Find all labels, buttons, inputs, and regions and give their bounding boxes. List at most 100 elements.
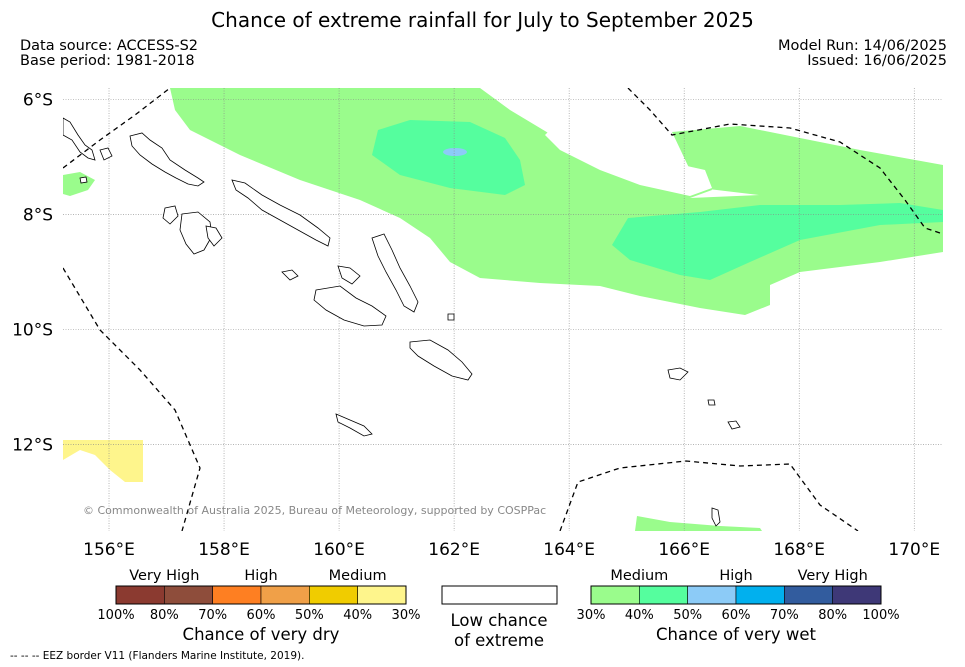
- wet-colorbar: 30% 40% 50% 60% 70% 80% 100% Medium High Very Hig…: [577, 568, 900, 644]
- eez-note: -- -- -- EEZ border V11 (Flanders Marine…: [10, 650, 305, 662]
- island-small-6: [711, 507, 721, 527]
- dry-swatch-2: [212, 585, 262, 605]
- grid-lines: [63, 88, 943, 531]
- medium-wet-south: [635, 516, 762, 531]
- dry-swatch-5: [357, 585, 407, 605]
- island-guadalcanal: [313, 285, 387, 327]
- wet-swatch-3: [735, 585, 785, 605]
- dry-swatch-4: [309, 585, 358, 605]
- island-small-1: [99, 147, 113, 161]
- eez-border-south: [559, 460, 859, 531]
- dry-tick-4: 50%: [295, 608, 324, 623]
- wet-frame: [590, 585, 882, 605]
- dry-title: Chance of very dry: [183, 625, 340, 644]
- wet-heading-1: High: [719, 568, 752, 584]
- island-new-georgia-2: [179, 211, 213, 255]
- medium-dry-region: [63, 440, 143, 482]
- island-bougainville-north: [63, 117, 96, 161]
- wet-swatch-1: [639, 585, 688, 605]
- island-small-4: [727, 420, 741, 430]
- island-small-7: [447, 313, 455, 321]
- island-florida: [337, 265, 361, 285]
- wet-tick-4: 70%: [770, 608, 799, 623]
- wet-tick-6: 100%: [862, 608, 899, 623]
- lon-label-2: 160°E: [313, 540, 365, 560]
- eez-borders: [63, 88, 943, 531]
- dry-heading-1: High: [244, 568, 277, 584]
- dry-frame: [115, 585, 407, 605]
- medium-wet-region: [170, 88, 943, 315]
- wet-swatch-4: [784, 585, 833, 605]
- page-title: Chance of extreme rainfall for July to S…: [211, 8, 754, 32]
- dry-tick-6: 30%: [392, 608, 421, 623]
- dry-tick-0: 100%: [97, 608, 134, 623]
- lon-label-1: 158°E: [198, 540, 250, 560]
- low-chance-swatch: [441, 585, 558, 605]
- lon-label-6: 168°E: [773, 540, 825, 560]
- dry-tick-3: 60%: [247, 608, 276, 623]
- lat-label-3: 12°S: [12, 436, 53, 456]
- dry-heading-2: Medium: [329, 568, 387, 584]
- island-small-5: [707, 399, 716, 406]
- island-bougainville: [129, 132, 205, 187]
- wet-tick-1: 40%: [625, 608, 654, 623]
- eez-border-west: [63, 267, 201, 531]
- latitude-labels: 6°S 8°S 10°S 12°S: [12, 91, 53, 456]
- coastlines: [63, 117, 741, 527]
- island-rennell: [335, 413, 373, 437]
- low-chance-line-2: of extreme: [453, 631, 545, 650]
- very-high-wet-spot: [443, 148, 467, 156]
- wet-tick-5: 80%: [818, 608, 847, 623]
- wet-heading-0: Medium: [610, 568, 668, 584]
- island-malaita: [371, 233, 419, 313]
- eez-border-north-east: [627, 88, 943, 235]
- lat-label-2: 10°S: [12, 321, 53, 341]
- map-area: [63, 88, 943, 531]
- island-small-3: [667, 367, 689, 381]
- lon-label-7: 170°E: [888, 540, 940, 560]
- base-period: Base period: 1981-2018: [20, 53, 195, 69]
- high-wet-region-north: [372, 120, 525, 195]
- medium-wet-cap-north: [672, 126, 943, 200]
- high-wet-region-east: [612, 203, 943, 280]
- longitude-labels: 156°E 158°E 160°E 162°E 164°E 166°E 168°E 170°E: [83, 540, 940, 560]
- low-chance-label: Low chance of extreme: [440, 611, 558, 651]
- medium-wet-small-west: [63, 172, 95, 196]
- wet-swatch-2: [687, 585, 737, 605]
- wet-tick-0: 30%: [577, 608, 606, 623]
- lon-label-5: 166°E: [658, 540, 710, 560]
- low-chance-line-1: Low chance: [450, 611, 548, 630]
- dry-tick-5: 40%: [343, 608, 372, 623]
- wet-tick-3: 60%: [722, 608, 751, 623]
- lat-label-1: 8°S: [23, 206, 53, 226]
- lat-label-0: 6°S: [23, 91, 53, 111]
- issued-date: Issued: 16/06/2025: [807, 53, 947, 69]
- dry-swatch-3: [260, 585, 310, 605]
- data-source: Data source: ACCESS-S2: [20, 38, 199, 54]
- dry-swatch-0: [115, 585, 165, 605]
- lon-label-0: 156°E: [83, 540, 135, 560]
- wet-swatch-5: [832, 585, 882, 605]
- copyright-notice: © Commonwealth of Australia 2025, Bureau…: [83, 504, 546, 517]
- dry-colorbar: 100% 80% 70% 60% 50% 40% 30% Very High High Mediu…: [97, 568, 420, 644]
- low-chance-gap: [545, 120, 712, 196]
- island-small-2: [79, 176, 88, 184]
- island-makira: [409, 339, 473, 381]
- dry-tick-2: 70%: [198, 608, 227, 623]
- island-santa-isabel: [281, 269, 299, 281]
- wet-tick-2: 50%: [673, 608, 702, 623]
- lon-label-3: 162°E: [428, 540, 480, 560]
- lon-label-4: 164°E: [543, 540, 595, 560]
- wet-title: Chance of very wet: [656, 625, 817, 644]
- model-run: Model Run: 14/06/2025: [777, 38, 947, 54]
- eez-border-north-west: [63, 88, 171, 169]
- island-choiseul: [231, 179, 331, 247]
- wet-heading-2: Very High: [798, 568, 868, 584]
- island-new-georgia-3: [205, 225, 223, 247]
- dry-tick-1: 80%: [150, 608, 179, 623]
- dry-heading-0: Very High: [129, 568, 199, 584]
- wet-swatch-0: [590, 585, 640, 605]
- island-new-georgia-1: [162, 205, 179, 225]
- dry-swatch-1: [164, 585, 213, 605]
